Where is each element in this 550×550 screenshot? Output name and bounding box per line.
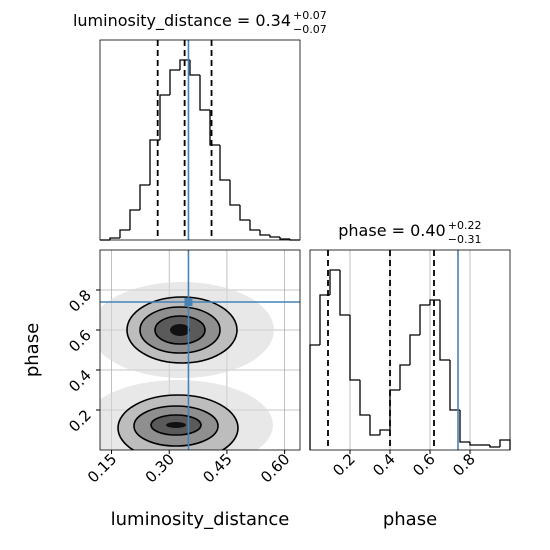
histogram-step [179,59,190,70]
histogram-step [119,229,130,238]
histogram-step [349,315,360,381]
histogram-step [259,230,270,236]
y-tick-label: 0.2 [65,406,95,436]
histogram-step [309,344,320,450]
contour-core [166,422,186,428]
x-axis-label: luminosity_distance [111,509,290,530]
x-tick-label: 0.15 [84,450,120,486]
histogram-step [329,269,340,295]
histogram-step [219,145,230,181]
x-tick-label: 0.45 [199,450,235,486]
panel-frame [99,39,301,241]
histogram-step [269,235,280,238]
histogram-step [499,439,511,450]
y-tick-label: 0.8 [65,286,95,316]
histogram-step [239,205,250,221]
histogram-step [189,60,200,76]
histogram-step [319,294,330,345]
y-axis-label: phase [22,323,43,377]
histogram-step [429,299,440,305]
histogram-step [489,445,500,448]
panel-frame [99,249,301,451]
histogram-step [359,380,370,416]
histogram-step [399,364,410,390]
histogram-step [149,139,160,185]
title-lower-error: −0.31 [448,233,482,246]
x-tick-label: 0.2 [329,450,359,480]
truth-marker [184,298,193,306]
histogram-step [379,429,390,435]
histogram-step [469,442,480,446]
histogram-step [449,360,460,411]
histogram-step [369,415,380,436]
panel-title: luminosity_distance = 0.34 [73,11,291,31]
title-upper-error: +0.07 [293,9,327,22]
x-tick-label: 0.8 [449,450,479,480]
panel-title: phase = 0.40 [338,221,445,240]
histogram-step [459,410,470,443]
histogram-step [199,75,210,111]
title-lower-error: −0.07 [293,23,327,36]
histogram-step [129,209,140,230]
histogram-step [339,270,350,316]
histogram-step [249,220,260,231]
histogram-step [389,389,400,430]
histogram-step [419,304,430,335]
y-tick-label: 0.4 [65,366,95,396]
x-axis-label: phase [383,509,437,530]
x-tick-label: 0.6 [409,450,439,480]
x-tick-label: 0.4 [369,450,399,480]
histogram-step [139,184,150,210]
histogram-step [279,237,290,240]
histogram-step [169,69,180,95]
histogram-step [229,180,240,206]
contour-core [170,324,190,336]
histogram-step [159,94,170,140]
histogram-step [439,300,450,361]
histogram-step [209,110,220,146]
panel-frame [309,249,511,451]
y-tick-label: 0.6 [65,326,95,356]
histogram-step [409,334,420,365]
x-tick-label: 0.60 [257,450,293,486]
histogram-step [109,237,120,240]
x-tick-label: 0.30 [142,450,178,486]
title-upper-error: +0.22 [448,219,482,232]
